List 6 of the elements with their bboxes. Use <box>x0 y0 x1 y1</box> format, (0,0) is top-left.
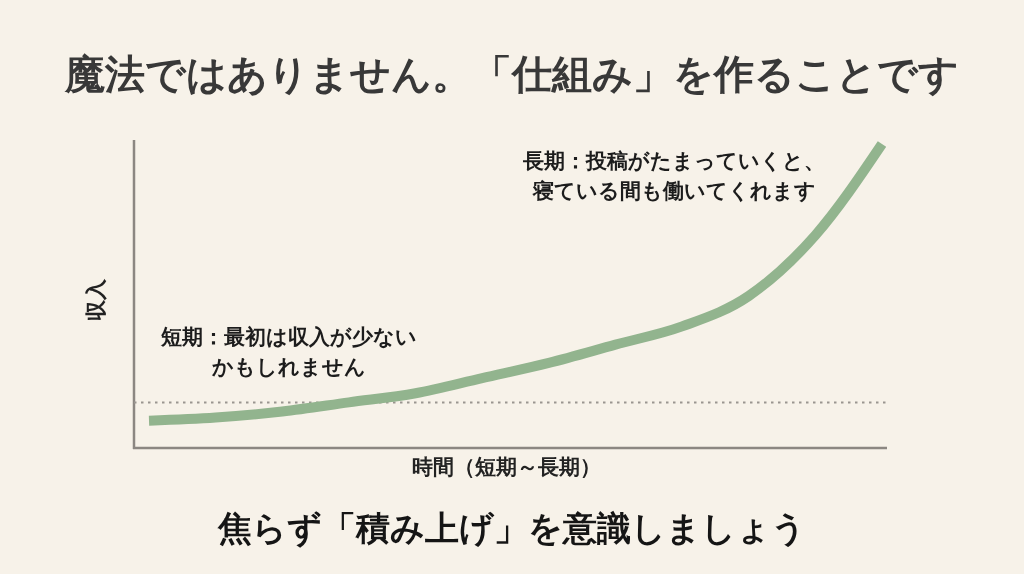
ylabel: 収入 <box>84 277 110 323</box>
title: 魔法ではありません。「仕組み」を作ることです <box>64 50 960 98</box>
annotation: 短期：最初は収入が少ないかもしれません <box>160 324 418 381</box>
annotation: 焦らず「積み上げ」を意識しましょう <box>217 508 807 549</box>
annotation: 長期：投稿がたまっていくと、寝ている間も働いてくれます <box>523 148 825 205</box>
xlabel: 時間（短期～長期） <box>410 455 602 481</box>
